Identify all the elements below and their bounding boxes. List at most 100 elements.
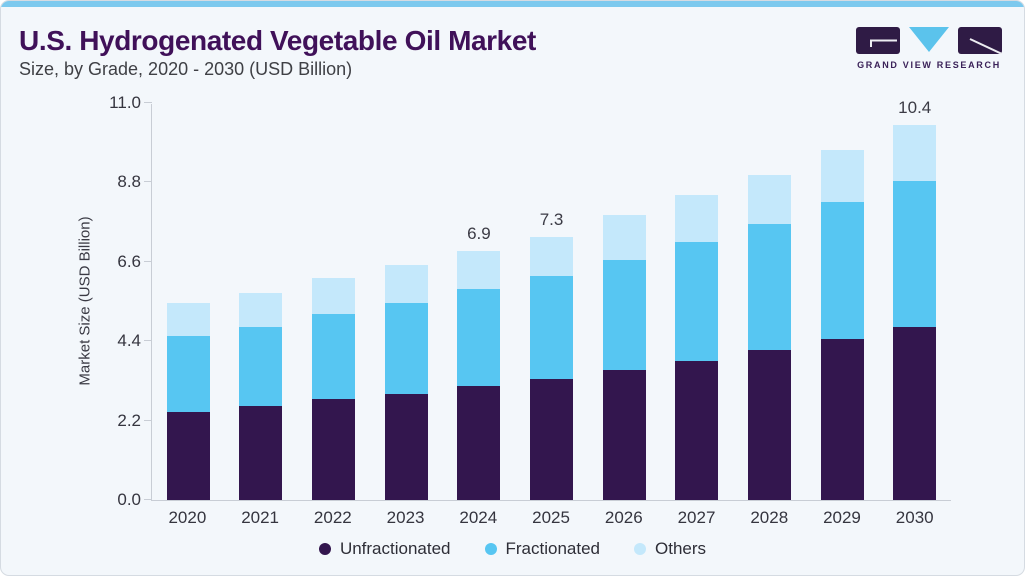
bars-container: 6.9 7.3 10.4 (152, 98, 951, 500)
bar-segment-others-2024 (457, 251, 501, 289)
bar-column-2021 (225, 104, 298, 500)
legend-label: Others (655, 539, 707, 558)
brand-logo-marks (856, 27, 1003, 55)
legend-dot-icon (634, 543, 647, 555)
x-tick-label-2021: 2021 (241, 508, 280, 527)
bar-segment-others-2027 (675, 195, 719, 242)
bar-column-2022 (297, 104, 370, 500)
bar-segment-others-2020 (166, 303, 210, 336)
y-tick-label: 6.6 (117, 251, 141, 271)
bar-column-2029 (806, 104, 879, 500)
legend-dot-icon (484, 543, 497, 555)
stacked-bar-2023 (384, 265, 428, 500)
bar-segment-unfractionated-2028 (747, 350, 791, 500)
legend-label: Fractionated (505, 539, 601, 558)
x-tick-label-2027: 2027 (677, 508, 716, 527)
stacked-bar-2024 (457, 251, 501, 500)
bar-column-2030: 10.4 (878, 98, 951, 500)
bar-segment-fractionated-2027 (675, 241, 719, 362)
legend-dot-icon (318, 543, 331, 555)
bar-segment-fractionated-2023 (384, 303, 428, 394)
x-tick-label-2023: 2023 (386, 508, 425, 527)
bar-segment-unfractionated-2030 (893, 326, 937, 500)
legend-label: Unfractionated (339, 539, 451, 558)
bar-segment-others-2029 (820, 149, 864, 203)
stacked-bar-2030 (893, 124, 937, 500)
bar-segment-fractionated-2024 (457, 288, 501, 387)
header: U.S. Hydrogenated Vegetable Oil Market S… (1, 7, 1024, 80)
stacked-bar-2028 (747, 175, 791, 500)
bar-segment-unfractionated-2026 (602, 370, 646, 500)
stacked-bar-2022 (312, 278, 356, 500)
plot-area: 6.9 7.3 10.4 0.0 2.2 4.4 6.6 8.8 11.0 (109, 93, 951, 509)
bar-segment-others-2030 (893, 124, 937, 181)
bar-segment-others-2028 (747, 175, 791, 224)
bar-segment-fractionated-2021 (239, 326, 283, 407)
legend: Unfractionated Fractionated Others (1, 539, 1024, 559)
stacked-bar-2025 (530, 236, 574, 500)
bar-segment-unfractionated-2025 (530, 379, 574, 500)
bar-column-2027 (660, 104, 733, 500)
y-tick-mark (144, 340, 152, 342)
bar-column-2023 (370, 104, 443, 500)
bar-segment-unfractionated-2020 (166, 411, 210, 500)
y-tick-mark (144, 102, 152, 103)
page-title: U.S. Hydrogenated Vegetable Oil Market (19, 25, 536, 56)
bar-segment-fractionated-2026 (602, 260, 646, 371)
x-tick-label-2020: 2020 (168, 508, 207, 527)
x-tick-label-2030: 2030 (895, 508, 934, 527)
total-label-2024: 6.9 (467, 223, 491, 243)
bar-segment-fractionated-2030 (893, 180, 937, 327)
page-subtitle: Size, by Grade, 2020 - 2030 (USD Billion… (19, 59, 353, 79)
bar-segment-unfractionated-2021 (239, 406, 283, 500)
total-label-2025: 7.3 (539, 209, 564, 229)
bar-segment-unfractionated-2023 (384, 393, 428, 500)
stacked-bar-2029 (820, 149, 864, 500)
x-tick-label-2028: 2028 (750, 508, 789, 527)
y-tick-label: 8.8 (117, 172, 141, 192)
title-block: U.S. Hydrogenated Vegetable Oil Market S… (19, 19, 536, 80)
x-tick-label-2026: 2026 (604, 508, 643, 527)
bar-segment-others-2021 (239, 292, 283, 327)
legend-item-fractionated: Fractionated (484, 539, 601, 559)
x-tick-label-2024: 2024 (459, 508, 498, 527)
y-tick-label: 0.0 (117, 490, 141, 509)
brand-name: GRAND VIEW RESEARCH (857, 60, 1001, 70)
legend-item-unfractionated: Unfractionated (318, 539, 451, 559)
stacked-bar-2020 (166, 303, 210, 500)
bar-column-2026 (588, 104, 661, 500)
legend-item-others: Others (634, 539, 706, 559)
bar-segment-unfractionated-2024 (457, 386, 501, 500)
y-tick-mark (144, 419, 152, 421)
bar-column-2020 (152, 104, 225, 500)
y-tick-label: 11.0 (109, 93, 141, 112)
y-axis-title: Market Size (USD Billion) (76, 216, 94, 386)
top-accent-bar (1, 1, 1024, 7)
y-tick-label: 2.2 (117, 410, 141, 430)
logo-r-icon (958, 27, 1003, 59)
bar-segment-others-2026 (602, 214, 646, 261)
bar-segment-others-2023 (384, 265, 428, 304)
stacked-bar-2027 (675, 195, 719, 500)
y-tick-mark (144, 499, 152, 500)
bar-segment-others-2022 (312, 278, 356, 315)
y-tick-label: 4.4 (117, 331, 141, 351)
y-tick-mark (144, 260, 152, 262)
brand-logo: GRAND VIEW RESEARCH (856, 27, 1003, 70)
x-tick-label-2025: 2025 (532, 508, 570, 527)
bar-segment-fractionated-2020 (166, 335, 210, 412)
logo-g-icon (856, 27, 900, 59)
x-tick-label-2029: 2029 (823, 508, 861, 527)
stacked-bar-2026 (602, 214, 646, 500)
bar-segment-fractionated-2022 (312, 314, 356, 399)
bar-segment-unfractionated-2029 (820, 339, 864, 500)
bar-segment-unfractionated-2027 (675, 361, 719, 500)
bar-column-2025: 7.3 (515, 104, 588, 500)
logo-v-icon (909, 27, 949, 59)
bar-segment-fractionated-2029 (820, 202, 864, 340)
bar-segment-unfractionated-2022 (312, 398, 356, 500)
total-label-2030: 10.4 (898, 97, 932, 117)
bar-column-2024: 6.9 (443, 104, 516, 500)
bar-segment-others-2025 (530, 236, 574, 277)
stacked-bar-2021 (239, 292, 283, 500)
